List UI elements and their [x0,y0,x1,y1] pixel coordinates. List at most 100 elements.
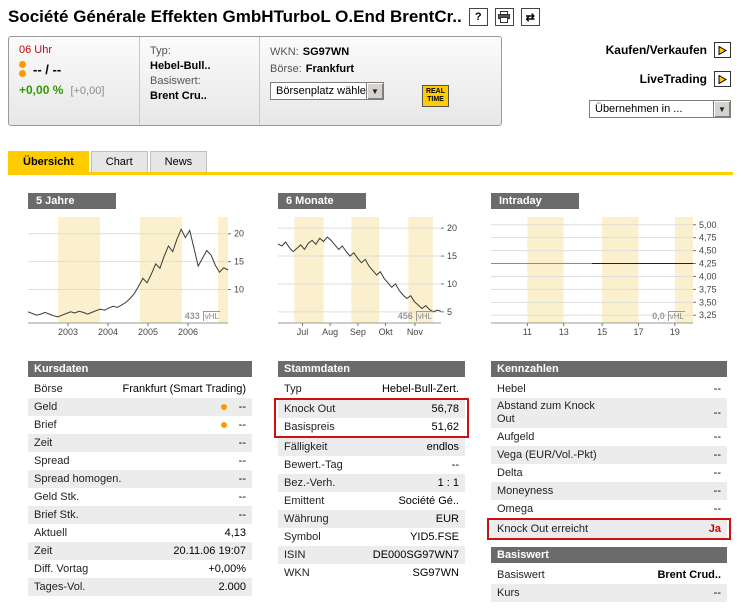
row-label: Hebel [497,383,526,395]
svg-text:Jul: Jul [297,327,309,337]
row-label: Spread homogen. [34,473,122,485]
table-row: Hebel -- [491,380,727,398]
table-row: Brief Stk. -- [28,506,252,524]
arrow-right-icon [718,45,727,55]
typ-label: Typ: [150,45,171,57]
arrow-right-icon [718,74,727,84]
live-trading-link[interactable]: LiveTrading [639,72,707,86]
table-row: Diff. Vortag +0,00% [28,560,252,578]
kennzahlen-section: Kennzahlen Hebel -- Abstand zum Knock Out -… [487,361,731,540]
svg-text:15: 15 [234,257,244,267]
row-label: Fälligkeit [284,441,328,453]
row-value: -- [238,437,246,449]
svg-text:2004: 2004 [98,327,118,337]
realtime-dot-icon [220,422,227,428]
svg-text:15: 15 [447,251,457,261]
svg-text:4,25: 4,25 [699,259,717,269]
row-value: -- [713,587,721,599]
table-row: Knock Out 56,78 [278,400,465,418]
live-trading-arrow-button[interactable] [714,71,731,87]
row-label: Zeit [34,545,53,557]
table-row: Omega -- [491,500,727,518]
row-value: DE000SG97WN7 [372,549,459,561]
chevron-down-icon[interactable]: ▼ [713,101,730,117]
row-label: Basiswert [497,569,545,581]
buy-sell-link[interactable]: Kaufen/Verkaufen [605,43,707,57]
basiswert-value: Brent Cru.. [150,90,207,102]
charts-row: 5 Jahre 10 15 20 2003 2004 2005 2006 433 vHL 6 … [0,193,741,341]
table-row: Geld Stk. -- [28,488,252,506]
table-row: WKN SG97WN [278,564,465,582]
svg-text:5: 5 [447,307,452,317]
bid-ask-row: -- / -- [19,61,129,77]
tab-uebersicht[interactable]: Übersicht [8,151,89,172]
boerse-label: Börse: [270,63,302,75]
quote-box: 06 Uhr -- / -- +0,00 % [+0,00] Typ: Hebe… [8,36,502,126]
section-header-kennzahlen: Kennzahlen [491,361,727,377]
row-value: -- [713,503,721,515]
svg-text:4,00: 4,00 [699,271,717,281]
price-chart-6-monate: 5 10 15 20 Jul Aug Sep Okt Nov [277,217,457,337]
row-label: Zeit [34,437,53,449]
table-row: Abstand zum Knock Out -- [491,398,727,428]
print-icon[interactable] [494,8,514,26]
printer-glyph [498,11,511,23]
bid-dot-icon [19,61,26,68]
table-row: Börse Frankfurt (Smart Trading) [28,380,252,398]
table-row: Geld -- [28,398,252,416]
buy-sell-arrow-button[interactable] [714,42,731,58]
chart-panel-6-monate: 6 Monate 5 10 15 20 Jul Aug Sep Okt Nov 456 vHL [277,193,465,341]
chart-title: 6 Monate [278,193,366,209]
svg-text:10: 10 [447,279,457,289]
svg-text:3,75: 3,75 [699,284,717,294]
row-label: Bewert.-Tag [284,459,343,471]
basiswert-table: Basiswert Brent Crud.. Kurs -- [491,566,727,602]
row-label: Währung [284,513,329,525]
knockout-highlight-box: Knock Out 56,78 Basispreis 51,62 [274,398,469,438]
chart-title: Intraday [491,193,579,209]
row-label: WKN [284,567,310,579]
chart-panel-intraday: Intraday 3,25 3,50 3,75 4,00 4,25 4,50 4,75 5,0… [491,193,727,341]
boersenplatz-select[interactable]: Börsenplatz wählen ▼ [270,82,384,100]
tables-row: Kursdaten Börse Frankfurt (Smart Trading)… [0,361,741,602]
table-row: Spread homogen. -- [28,470,252,488]
kursdaten-section: Kursdaten Börse Frankfurt (Smart Trading)… [28,361,252,602]
table-row: Vega (EUR/Vol.-Pkt) -- [491,446,727,464]
tab-chart[interactable]: Chart [90,151,148,172]
table-row: Spread -- [28,452,252,470]
chart-watermark: 456 vHL [397,311,433,321]
table-row: Bez.-Verh. 1 : 1 [278,474,465,492]
kursdaten-table: Börse Frankfurt (Smart Trading) Geld -- Brie… [28,380,252,596]
boerse-value: Frankfurt [305,63,355,75]
table-row: Aktuell 4,13 [28,524,252,542]
chart-5-jahre: 10 15 20 2003 2004 2005 2006 433 vHL [27,212,252,341]
row-label: Moneyness [497,485,554,497]
row-label: Tages-Vol. [34,581,86,593]
table-row: ISIN DE000SG97WN7 [278,546,465,564]
row-value: -- [238,401,246,413]
refresh-icon[interactable]: ⇄ [520,8,540,26]
price-chart-5-jahre: 10 15 20 2003 2004 2005 2006 [27,217,244,337]
help-icon[interactable]: ? [468,8,488,26]
table-row: Kurs -- [491,584,727,602]
svg-text:4,75: 4,75 [699,233,717,243]
svg-text:2003: 2003 [58,327,78,337]
row-label: Brief [34,419,57,431]
table-row: Bewert.-Tag -- [278,456,465,474]
stammdaten-table: Typ Hebel-Bull-Zert. Knock Out 56,78 Basispr… [274,380,469,582]
uebernehmen-select[interactable]: Übernehmen in ... ▼ [589,100,731,118]
row-value: 1 : 1 [437,477,459,489]
chevron-down-icon[interactable]: ▼ [366,83,383,99]
row-value: Ja [708,523,721,535]
bid-ask-value: -- / -- [33,61,62,77]
section-header-kursdaten: Kursdaten [28,361,252,377]
row-label: Diff. Vortag [34,563,89,575]
row-value: Frankfurt (Smart Trading) [122,383,246,395]
realtime-dot-icon [220,404,227,410]
tab-bar: Übersicht Chart News [8,151,741,172]
row-label: Bez.-Verh. [284,477,336,489]
svg-text:19: 19 [670,327,680,337]
row-label: Typ [284,383,302,395]
svg-text:Sep: Sep [350,327,366,337]
tab-news[interactable]: News [149,151,208,172]
